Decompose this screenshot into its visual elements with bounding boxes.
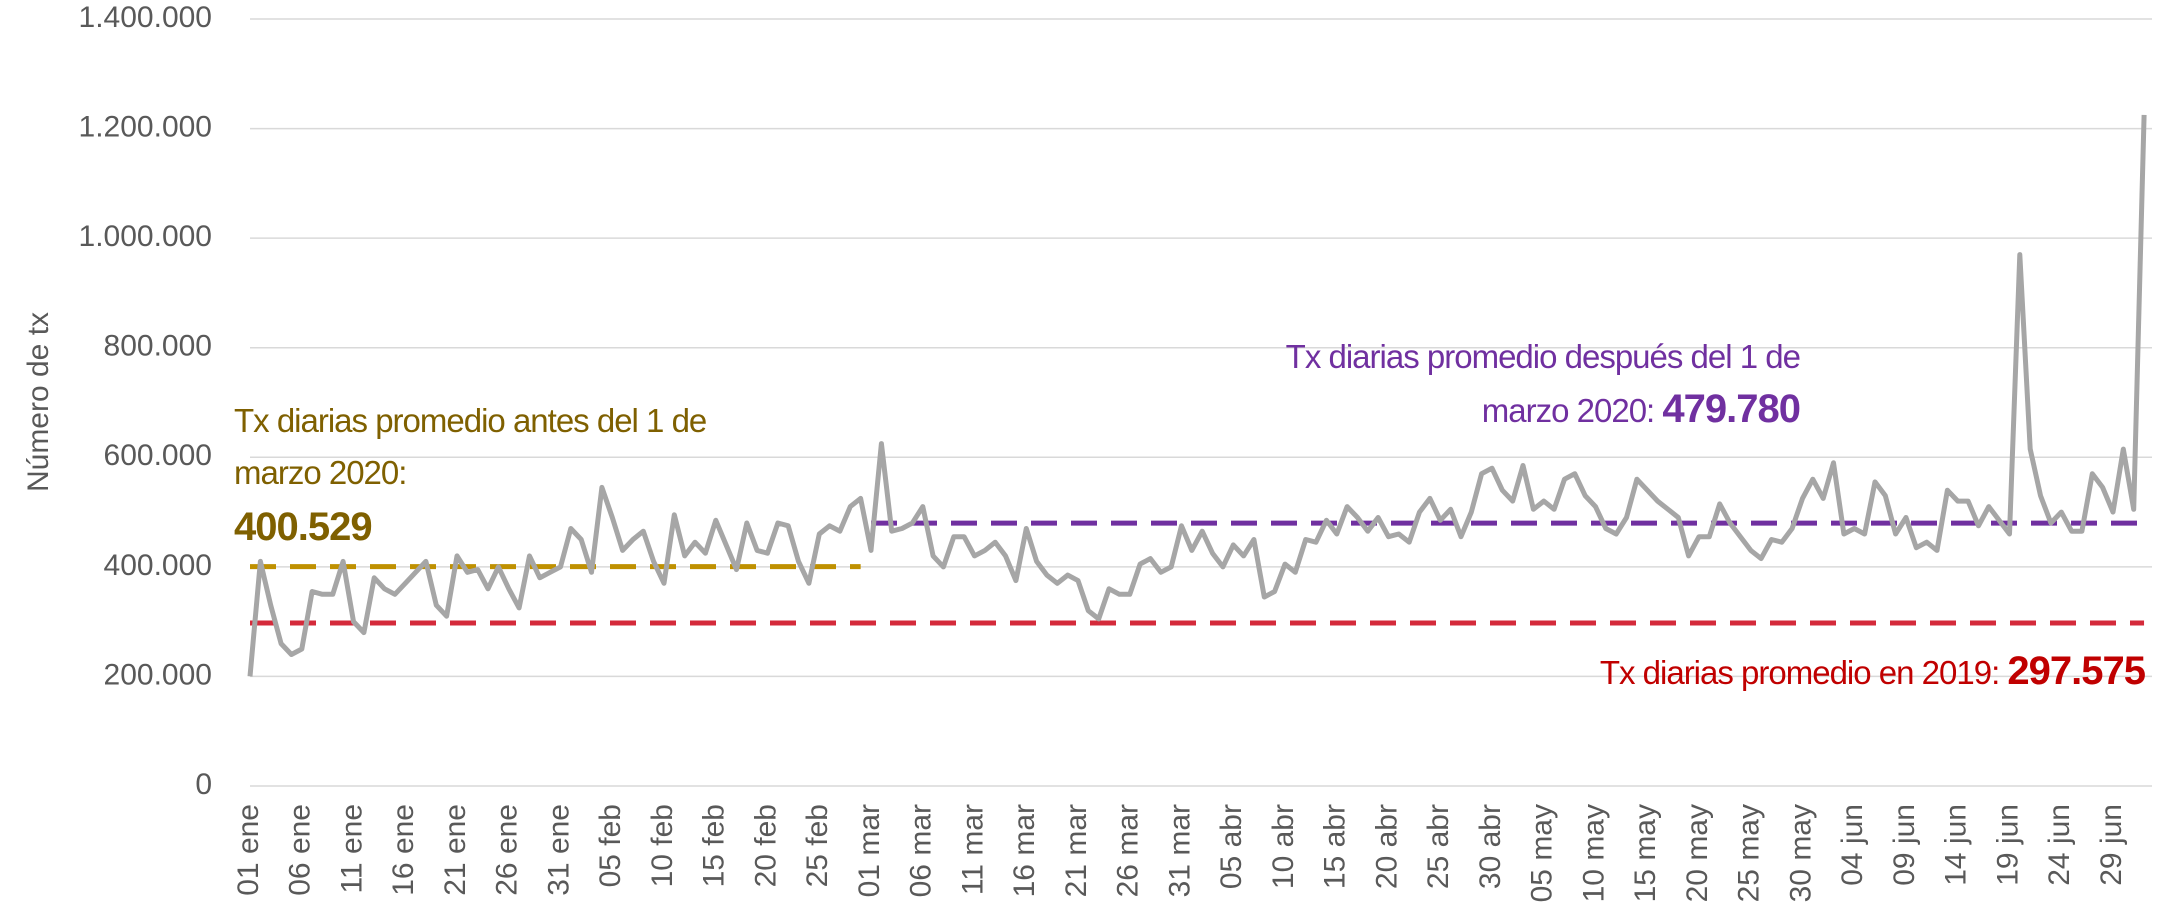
annotation-value: 400.529 — [234, 505, 372, 549]
annotation-value: 297.575 — [2007, 649, 2145, 693]
x-tick-label: 19 jun — [1991, 804, 2024, 886]
y-tick-label: 0 — [195, 768, 212, 801]
annotation-after: Tx diarias promedio después del 1 de mar… — [1286, 338, 1801, 431]
x-tick-label: 26 mar — [1112, 804, 1145, 897]
x-tick-label: 14 jun — [1940, 804, 1973, 886]
x-tick-label: 01 ene — [232, 804, 265, 896]
x-tick-label: 15 feb — [698, 804, 731, 887]
x-tick-label: 06 mar — [905, 804, 938, 897]
annotation-text: marzo 2020: — [1482, 392, 1663, 429]
x-tick-label: 20 abr — [1370, 804, 1403, 889]
x-tick-label: 01 mar — [853, 804, 886, 897]
x-tick-label: 25 abr — [1422, 804, 1455, 889]
annotation-text: Tx diarias promedio en 2019: 297.575 — [1600, 649, 2146, 693]
x-tick-label: 21 ene — [439, 804, 472, 896]
x-tick-label: 11 ene — [335, 804, 368, 894]
annotation-before: Tx diarias promedio antes del 1 de marzo… — [234, 402, 707, 549]
x-tick-label: 31 ene — [542, 804, 575, 896]
x-tick-label: 05 feb — [594, 804, 627, 887]
annotation-text: Tx diarias promedio en 2019: — [1600, 654, 2008, 691]
x-tick-label: 10 abr — [1267, 804, 1300, 889]
y-axis-label: Número de tx — [22, 312, 55, 492]
x-tick-label: 25 feb — [801, 804, 834, 887]
x-tick-label: 25 may — [1733, 804, 1766, 902]
x-tick-label: 11 mar — [956, 804, 989, 895]
x-tick-label: 10 feb — [646, 804, 679, 887]
x-tick-label: 20 feb — [749, 804, 782, 887]
y-tick-label: 1.200.000 — [79, 110, 212, 143]
annotation-text: Tx diarias promedio antes del 1 de — [234, 402, 706, 439]
x-tick-label: 16 ene — [387, 804, 420, 896]
x-tick-label: 15 may — [1629, 804, 1662, 902]
x-tick-label: 30 may — [1784, 804, 1817, 902]
annotation-text: marzo 2020: — [234, 454, 406, 491]
y-tick-label: 1.000.000 — [79, 220, 212, 253]
y-tick-label: 1.400.000 — [79, 1, 212, 34]
x-tick-label: 04 jun — [1836, 804, 1869, 886]
x-tick-label: 29 jun — [2095, 804, 2128, 886]
annotation-2019: Tx diarias promedio en 2019: 297.575 — [1600, 649, 2147, 693]
y-tick-label: 800.000 — [104, 330, 212, 363]
x-tick-label: 20 may — [1681, 804, 1714, 902]
x-tick-label: 06 ene — [284, 804, 317, 896]
x-tick-label: 16 mar — [1008, 804, 1041, 897]
annotation-text: Tx diarias promedio después del 1 de — [1286, 338, 1800, 375]
x-tick-label: 31 mar — [1163, 804, 1196, 897]
x-tick-label: 15 abr — [1319, 804, 1352, 889]
y-tick-label: 200.000 — [104, 658, 212, 691]
x-tick-label: 21 mar — [1060, 804, 1093, 897]
plot: 0 200.000 400.000 600.000 800.000 1.000.000 1.… — [79, 1, 2152, 902]
annotation-value: 479.780 — [1662, 387, 1800, 431]
y-tick-label: 400.000 — [104, 549, 212, 582]
data-line — [247, 114, 2147, 677]
x-tick-label: 05 abr — [1215, 804, 1248, 889]
annotation-text: marzo 2020: 479.780 — [1482, 387, 1800, 431]
x-tick-label: 05 may — [1526, 804, 1559, 902]
y-tick-label: 600.000 — [104, 439, 212, 472]
x-tick-label: 24 jun — [2043, 804, 2076, 886]
x-tick-label: 30 abr — [1474, 804, 1507, 889]
x-tick-label: 10 may — [1577, 804, 1610, 902]
x-tick-label: 26 ene — [491, 804, 524, 896]
x-tick-label: 09 jun — [1888, 804, 1921, 886]
